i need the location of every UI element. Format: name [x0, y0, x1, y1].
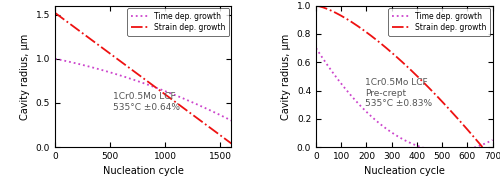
Time dep. growth — [417, 146, 423, 148]
Y-axis label: Cavity radius, μm: Cavity radius, μm — [282, 33, 292, 120]
Time dep. growth — [446, 150, 452, 153]
Strain dep. growth — [132, 71, 138, 73]
Legend: Time dep. growth, Strain dep. growth: Time dep. growth, Strain dep. growth — [127, 8, 229, 36]
Strain dep. growth — [52, 12, 58, 14]
Time dep. growth — [156, 88, 162, 90]
Time dep. growth — [446, 150, 452, 153]
Strain dep. growth — [228, 142, 234, 145]
Strain dep. growth — [170, 99, 176, 101]
Time dep. growth — [313, 47, 319, 49]
Line: Strain dep. growth: Strain dep. growth — [55, 13, 232, 144]
Time dep. growth — [185, 99, 191, 101]
Strain dep. growth — [424, 85, 430, 87]
Time dep. growth — [52, 58, 58, 60]
X-axis label: Nucleation cycle: Nucleation cycle — [103, 167, 184, 176]
Time dep. growth — [358, 106, 364, 108]
Time dep. growth — [83, 65, 89, 67]
Time dep. growth — [393, 134, 399, 136]
Time dep. growth — [228, 119, 234, 122]
Y-axis label: Cavity radius, μm: Cavity radius, μm — [20, 33, 30, 120]
Time dep. growth — [98, 68, 103, 71]
Strain dep. growth — [388, 51, 394, 53]
Strain dep. growth — [438, 100, 444, 102]
Time dep. growth — [344, 90, 350, 92]
Strain dep. growth — [313, 5, 319, 7]
Strain dep. growth — [156, 89, 162, 91]
Time dep. growth — [431, 149, 437, 151]
Time dep. growth — [132, 79, 138, 81]
Line: Strain dep. growth: Strain dep. growth — [316, 6, 482, 147]
Time dep. growth — [170, 93, 176, 95]
Strain dep. growth — [356, 26, 362, 28]
Legend: Time dep. growth, Strain dep. growth: Time dep. growth, Strain dep. growth — [388, 8, 490, 36]
Strain dep. growth — [185, 110, 191, 112]
X-axis label: Nucleation cycle: Nucleation cycle — [364, 167, 444, 176]
Line: Time dep. growth: Time dep. growth — [55, 59, 232, 121]
Strain dep. growth — [83, 35, 89, 37]
Line: Time dep. growth: Time dep. growth — [316, 48, 492, 151]
Strain dep. growth — [98, 45, 103, 48]
Text: 1Cr0.5Mo LCF
535°C ±0.64%: 1Cr0.5Mo LCF 535°C ±0.64% — [113, 92, 180, 112]
Text: 1Cr0.5Mo LCF
Pre-crept
535°C ±0.83%: 1Cr0.5Mo LCF Pre-crept 535°C ±0.83% — [366, 79, 432, 108]
Strain dep. growth — [411, 72, 417, 74]
Strain dep. growth — [342, 17, 348, 19]
Strain dep. growth — [480, 146, 486, 148]
Time dep. growth — [490, 139, 496, 141]
